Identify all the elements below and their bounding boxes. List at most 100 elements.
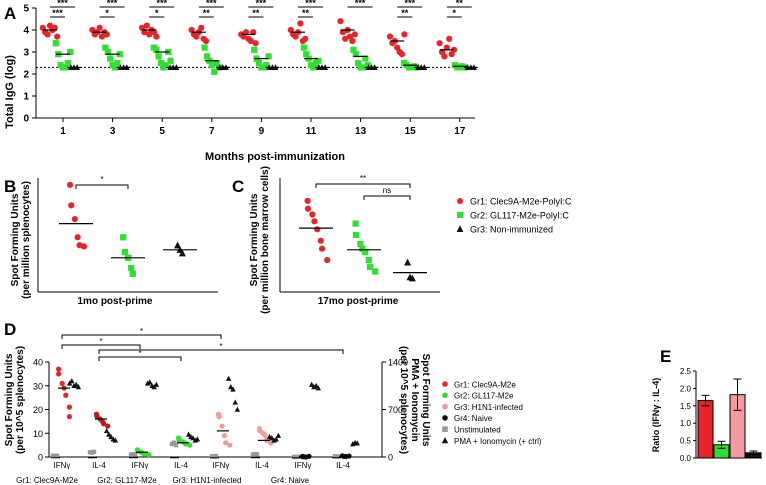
d-point-pma (103, 427, 110, 434)
d-subcat-label: IFNγ (54, 461, 71, 470)
d-point-unstimulated (132, 452, 138, 457)
panel-b: Spot Forming Units (per million splenocy… (10, 175, 218, 307)
a-point-gr1 (351, 31, 358, 38)
a-sig-label: *** (206, 0, 217, 8)
d-point-pma (108, 433, 114, 440)
d-point-peptide (105, 423, 111, 429)
a-point-gr2 (203, 53, 211, 60)
legend-bc-marker (457, 212, 463, 218)
d-point-pma (354, 440, 360, 446)
a-point-gr1 (54, 33, 61, 40)
a-point-gr1 (436, 40, 443, 47)
c-point-gr1 (309, 211, 316, 218)
a-point-gr1 (51, 24, 58, 31)
b-sig-label: * (100, 175, 103, 184)
d-point-peptide (63, 392, 69, 398)
a-point-gr2 (263, 62, 270, 69)
legend-d-label: Gr2: GL117-M2e (454, 392, 514, 401)
a-point-gr2 (162, 62, 169, 69)
b-x-axis-label: 1mo post-prime (77, 296, 152, 307)
a-point-gr1 (96, 24, 103, 31)
legend-d-marker (442, 426, 448, 432)
b-point-gr2 (121, 249, 128, 256)
a-sig-label: ** (252, 8, 260, 18)
e-y-tick-label: 0.0 (680, 454, 692, 463)
a-point-gr1 (450, 46, 458, 53)
a-sig-label: *** (156, 0, 167, 8)
d-point-peptide (223, 440, 229, 446)
a-point-gr1 (141, 29, 148, 36)
a-point-gr2 (52, 40, 59, 47)
a-point-gr1 (247, 37, 254, 45)
a-point-gr2 (116, 51, 123, 58)
a-point-gr1 (446, 35, 453, 42)
d-sig-label: * (219, 342, 222, 351)
a-point-gr2 (157, 59, 165, 67)
legend-d-label: Gr1: Clec9A-M2e (454, 380, 516, 389)
d-point-peptide (219, 423, 225, 429)
e-y-tick-label: 1.5 (680, 402, 692, 411)
d-y-tick-label: 20 (33, 405, 43, 415)
a-x-tick-label: 13 (355, 126, 367, 137)
c-point-gr1 (304, 205, 312, 212)
b-y-axis-label-2: (per million splenocytes) (21, 181, 32, 299)
a-point-gr1 (252, 40, 259, 47)
a-point-gr2 (111, 64, 119, 71)
a-y-tick-label: 0 (23, 114, 29, 125)
c-sig-bracket (363, 195, 411, 200)
d-sig-label: * (99, 337, 102, 346)
a-sig-label: *** (355, 0, 366, 8)
b-point-gr1 (71, 215, 78, 223)
d-y-right-tick-label: 1400 (388, 358, 408, 368)
d-point-unstimulated (295, 454, 301, 459)
a-point-gr1 (339, 29, 346, 36)
legend-d-marker (441, 437, 449, 444)
c-point-gr3 (404, 258, 412, 266)
a-point-gr2 (102, 44, 109, 51)
c-sig-label: ** (360, 174, 366, 183)
d-point-unstimulated (213, 453, 219, 459)
a-point-gr2 (251, 46, 258, 53)
d-point-pma (73, 381, 79, 387)
d-y-right-label: Spot Forming Units (420, 354, 431, 447)
d-group-label: Gr3: H1N1-infected (173, 476, 242, 485)
d-point-pma (147, 379, 153, 385)
a-x-tick-label: 1 (60, 126, 66, 137)
d-y-tick-label: 10 (33, 429, 43, 439)
d-point-peptide (59, 380, 65, 386)
legend-bc-marker (457, 198, 463, 204)
d-point-unstimulated (91, 449, 97, 454)
d-point-pma (269, 435, 275, 441)
a-point-gr2 (201, 44, 208, 51)
panel-label-a: A (4, 4, 16, 23)
a-point-gr2 (315, 57, 322, 64)
a-sig-label: *** (107, 0, 118, 8)
legend-d-marker (442, 381, 448, 387)
d-point-peptide (227, 442, 233, 448)
a-point-gr2 (255, 59, 263, 67)
d-sig-bracket (61, 344, 141, 349)
e-bar (697, 400, 714, 459)
panel-c: Spot Forming Units (per million bone mar… (249, 166, 440, 314)
legend-bc-label: Gr3: Non-immunized (470, 225, 553, 235)
legend-bc-label: Gr1: Clec9A-M2e-PolyI:C (470, 197, 572, 207)
d-point-pma (190, 435, 196, 441)
a-point-gr1 (297, 20, 304, 27)
d-point-peptide (101, 421, 107, 427)
d-y-tick-label: 40 (33, 358, 43, 368)
a-point-gr2 (350, 46, 357, 53)
d-point-unstimulated (54, 453, 60, 459)
d-point-pma (106, 431, 112, 437)
d-subcat-label: IFNγ (295, 461, 312, 470)
a-point-gr2 (208, 62, 215, 69)
a-point-gr1 (250, 29, 257, 36)
a-point-gr2 (352, 51, 359, 58)
a-point-gr1 (153, 33, 160, 40)
a-point-gr1 (143, 22, 150, 29)
a-point-gr1 (349, 37, 356, 45)
a-point-gr2 (359, 64, 367, 71)
legend-bc-marker (456, 225, 464, 232)
legend-d-label: Unstimulated (454, 426, 501, 435)
a-point-gr2 (265, 53, 272, 60)
d-y-tick-label: 30 (33, 381, 43, 391)
